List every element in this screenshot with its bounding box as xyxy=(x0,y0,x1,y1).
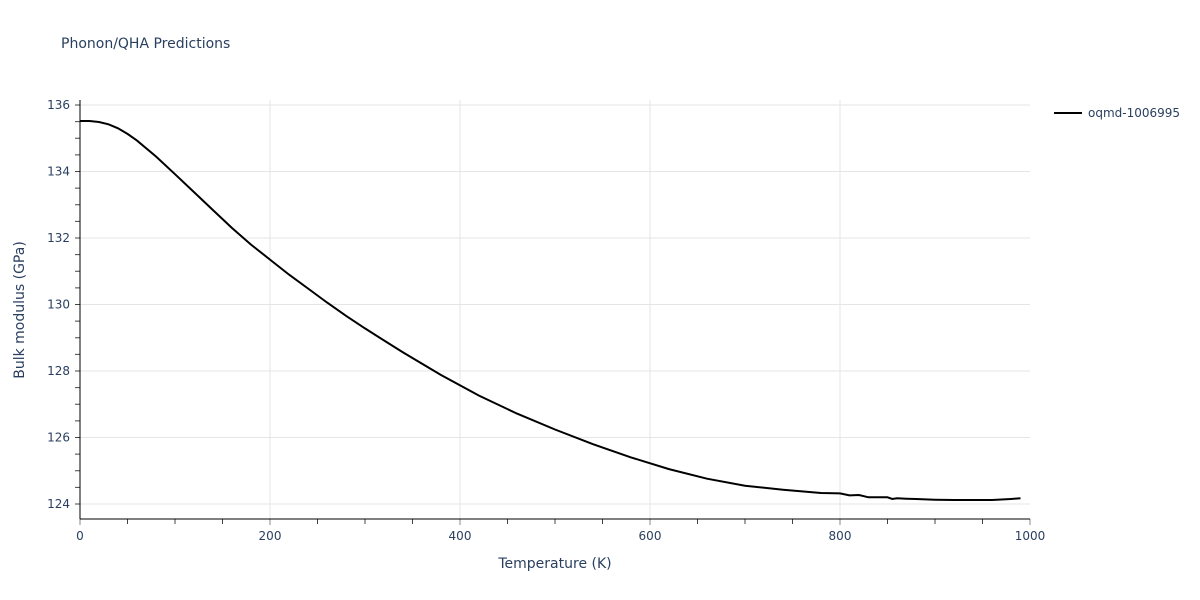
gridlines xyxy=(80,100,1030,519)
x-tick-label: 200 xyxy=(259,529,282,543)
x-axis-ticks: 0 200 400 600 800 1000 xyxy=(76,529,1045,543)
x-tick-label: 400 xyxy=(449,529,472,543)
y-axis-title: Bulk modulus (GPa) xyxy=(12,241,28,379)
data-line-oqmd-1006995[interactable] xyxy=(80,120,1021,501)
x-tick-label: 0 xyxy=(76,529,84,543)
chart-title: Phonon/QHA Predictions xyxy=(61,36,231,52)
legend-item[interactable]: oqmd-1006995 xyxy=(1054,106,1180,120)
y-tick-label: 134 xyxy=(47,165,70,179)
y-tick-label: 126 xyxy=(47,431,70,445)
x-tick-label: 800 xyxy=(829,529,852,543)
y-axis-ticks: 124 126 128 130 132 134 136 xyxy=(47,98,70,511)
axes xyxy=(75,100,1031,525)
y-tick-label: 136 xyxy=(47,98,70,112)
y-tick-label: 130 xyxy=(47,298,70,312)
x-tick-label: 1000 xyxy=(1015,529,1046,543)
y-tick-label: 124 xyxy=(47,497,70,511)
x-tick-label: 600 xyxy=(639,529,662,543)
y-tick-label: 132 xyxy=(47,231,70,245)
legend-line-icon xyxy=(1054,112,1082,114)
x-axis-title: Temperature (K) xyxy=(497,556,611,572)
y-tick-label: 128 xyxy=(47,364,70,378)
legend-label: oqmd-1006995 xyxy=(1088,106,1181,120)
